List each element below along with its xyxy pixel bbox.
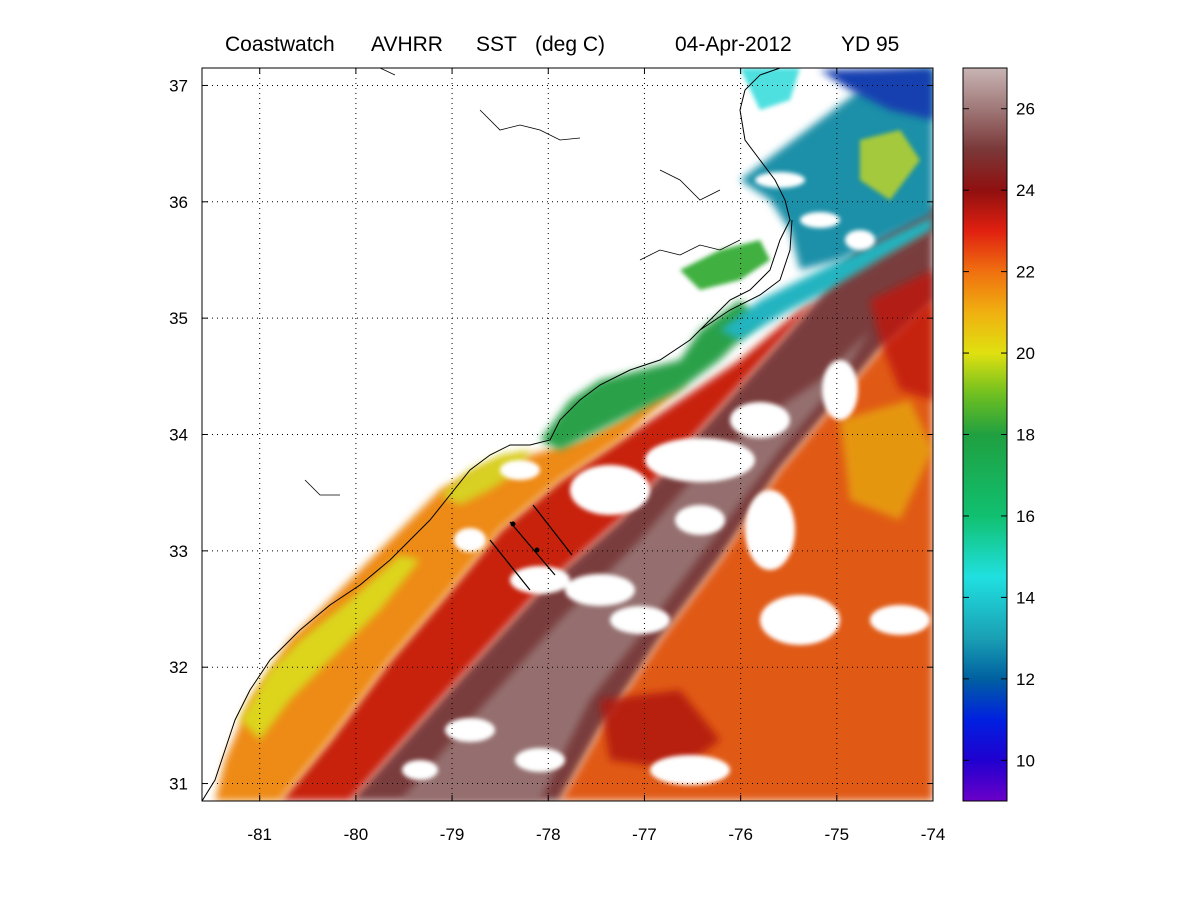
lat-tick-label: 37 [169, 76, 188, 95]
nearshore-yellow [240, 555, 420, 740]
colorbar-tick-label: 20 [1016, 344, 1035, 363]
colorbar-tick-label: 12 [1016, 670, 1035, 689]
lon-tick-label: -78 [536, 825, 561, 844]
lon-tick-label: -74 [921, 825, 946, 844]
lat-tick-label: 31 [169, 775, 188, 794]
title-date: 04-Apr-2012 [675, 33, 792, 56]
sound-shoreline [304, 68, 741, 496]
title-sensor: AVHRR [371, 33, 443, 56]
lon-tick-label: -76 [728, 825, 753, 844]
chesapeake-cyan [740, 68, 800, 110]
hatteras-teal [720, 215, 933, 340]
figure-title: Coastwatch AVHRR SST (deg C) 04-Apr-2012… [225, 33, 899, 56]
lat-tick-label: 35 [169, 309, 188, 328]
survey-lines [489, 504, 573, 591]
colorbar-axis: 10 12 14 16 18 20 22 24 26 [963, 100, 1035, 770]
cloud-mask [402, 172, 930, 785]
title-units: (deg C) [535, 33, 605, 56]
colorbar-tick-label: 26 [1016, 100, 1035, 119]
outer-banks [699, 219, 793, 331]
lon-tick-label: -81 [247, 825, 272, 844]
raleigh-bay-green [540, 300, 760, 450]
pamlico-green [680, 240, 770, 290]
station-marker-2 [534, 547, 540, 553]
survey-line-1 [489, 539, 531, 591]
colorbar-tick-label: 14 [1016, 588, 1035, 607]
lon-tick-label: -79 [440, 825, 465, 844]
offshore-warm-water [560, 300, 933, 801]
colorbar-tick-label: 10 [1016, 751, 1035, 770]
survey-line-2 [509, 521, 556, 576]
offshore-red-eddy [870, 270, 933, 400]
latitude-axis: 31 32 33 34 35 36 37 [169, 76, 933, 794]
offshore-yellow-patch [840, 400, 933, 520]
title-yearday: YD 95 [841, 33, 899, 56]
lon-tick-label: -80 [344, 825, 369, 844]
southern-red-patch [600, 690, 720, 770]
colorbar-tick-label: 24 [1016, 181, 1035, 200]
northern-cold-blue [820, 68, 933, 120]
lat-tick-label: 36 [169, 193, 188, 212]
northeast-yellow-patch [860, 130, 920, 200]
lat-tick-label: 32 [169, 658, 188, 677]
lon-tick-label: -77 [632, 825, 657, 844]
sst-map [202, 68, 933, 801]
survey-line-3 [532, 504, 573, 556]
coastline [202, 68, 791, 801]
colorbar-tick-label: 16 [1016, 507, 1035, 526]
lon-tick-label: -75 [825, 825, 850, 844]
colorbar-tick-label: 18 [1016, 426, 1035, 445]
longitude-axis: -81 -80 -79 -78 -77 -76 -75 -74 [247, 68, 945, 844]
lat-tick-label: 34 [169, 426, 188, 445]
colorbar-tick-label: 22 [1016, 263, 1035, 282]
station-marker-1 [510, 521, 516, 527]
title-source: Coastwatch [225, 33, 335, 56]
colorbar [963, 68, 1007, 801]
title-product: SST [476, 33, 517, 56]
gulf-stream-core [400, 330, 870, 801]
nearshore-orange [215, 380, 690, 801]
lat-tick-label: 33 [169, 542, 188, 561]
